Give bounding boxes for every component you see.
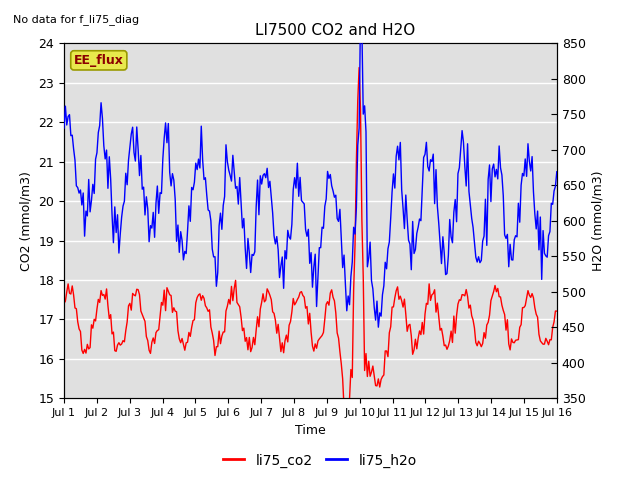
Y-axis label: CO2 (mmol/m3): CO2 (mmol/m3) — [20, 171, 33, 271]
Y-axis label: H2O (mmol/m3): H2O (mmol/m3) — [591, 170, 604, 271]
Legend: li75_co2, li75_h2o: li75_co2, li75_h2o — [218, 448, 422, 473]
Text: EE_flux: EE_flux — [74, 54, 124, 67]
X-axis label: Time: Time — [295, 424, 326, 437]
Text: No data for f_li75_diag: No data for f_li75_diag — [13, 14, 139, 25]
Title: LI7500 CO2 and H2O: LI7500 CO2 and H2O — [255, 23, 415, 38]
